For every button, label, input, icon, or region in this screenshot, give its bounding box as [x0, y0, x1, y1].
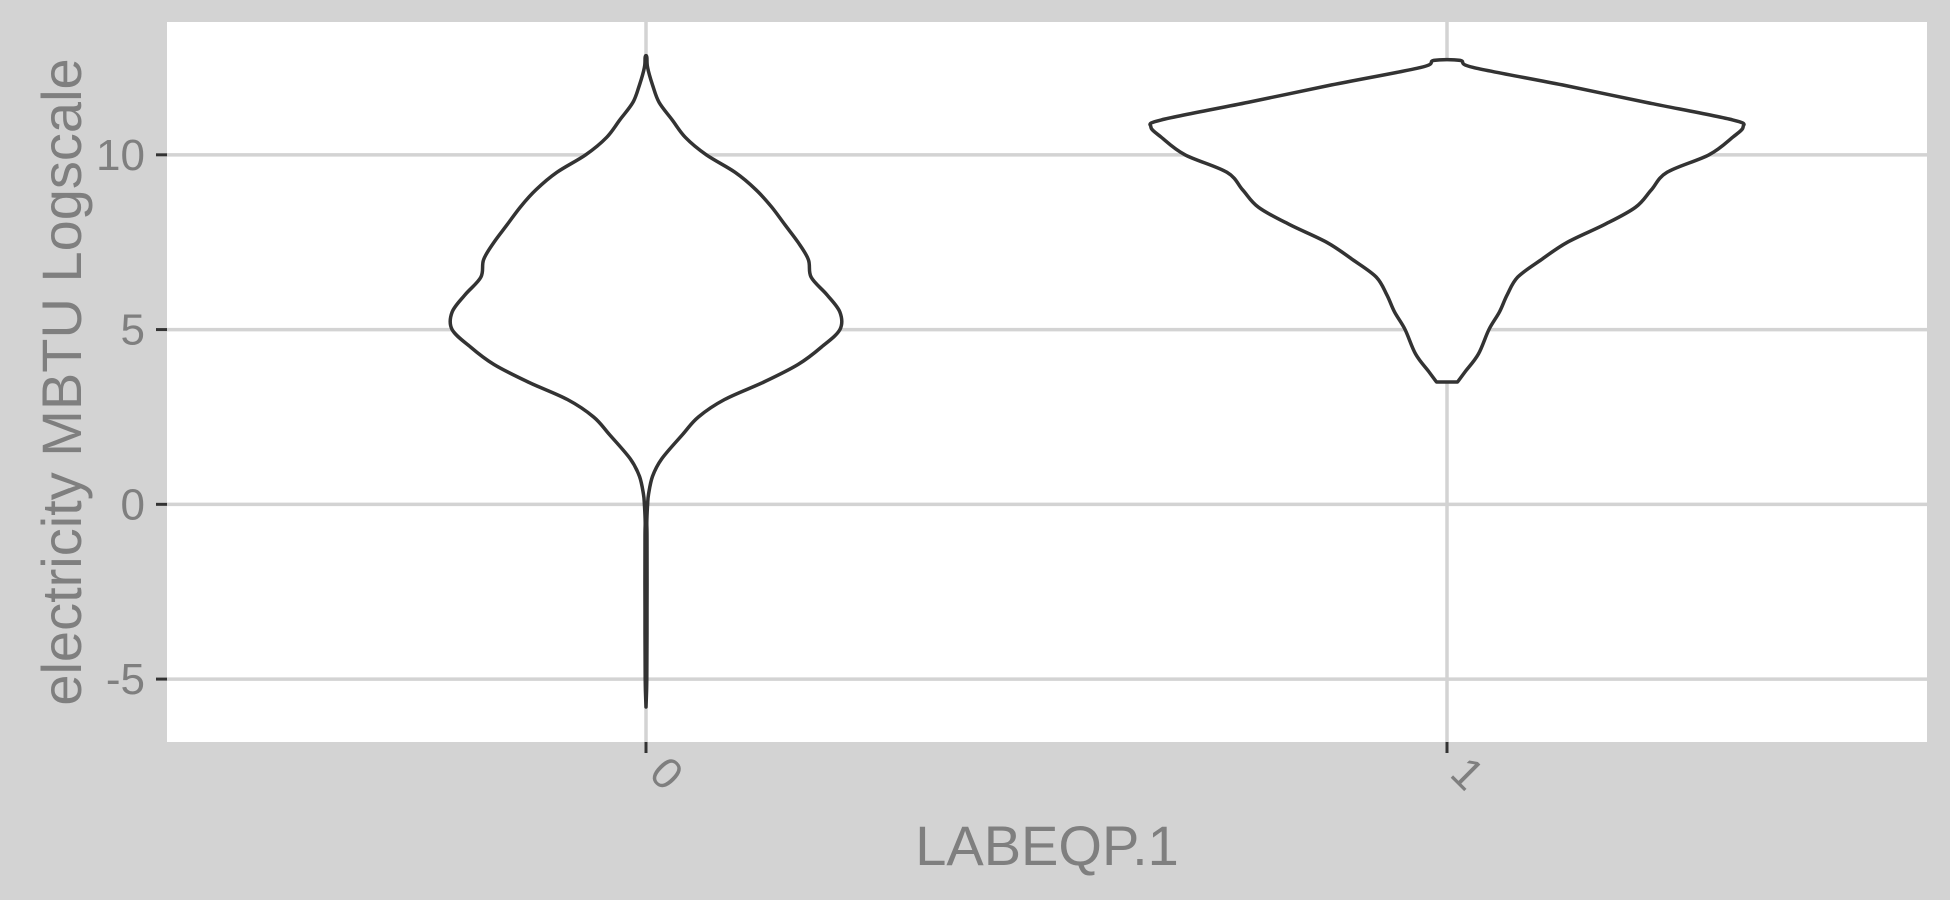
- violin-1: [1148, 57, 1746, 384]
- y-axis-title: electricity MBTU Logscale: [30, 58, 93, 705]
- y-tick-label: 10: [96, 131, 145, 180]
- x-axis-title: LABEQP.1: [915, 814, 1179, 877]
- y-tick-label: 0: [121, 480, 145, 529]
- violin-0: [448, 53, 844, 709]
- violin-layer: [448, 53, 1746, 709]
- y-tick-label: 5: [121, 306, 145, 355]
- y-tick-label: -5: [106, 655, 145, 704]
